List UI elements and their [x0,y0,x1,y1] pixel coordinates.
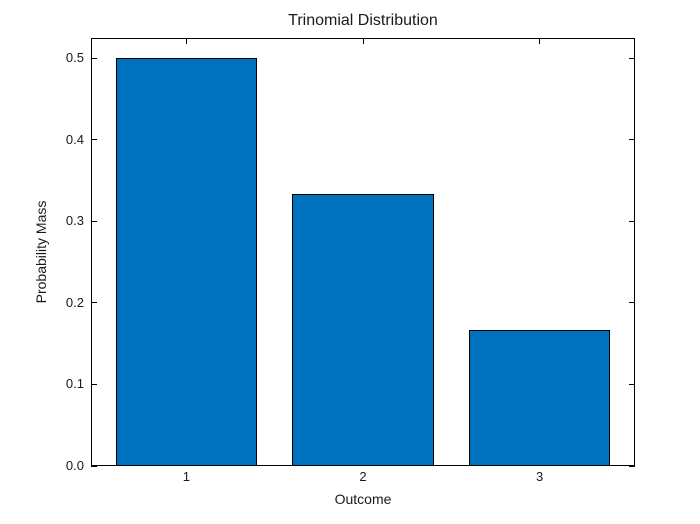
y-tick-left [91,139,97,141]
y-tick-left [91,383,97,385]
y-tick-label: 0.4 [65,131,84,147]
bar-3 [468,330,611,466]
y-tick-label: 0.5 [65,50,84,66]
y-tick-right [629,57,635,59]
y-tick-left [91,302,97,304]
y-tick-right [629,139,635,141]
y-tick-label: 0.1 [65,376,84,392]
y-tick-label: 0.2 [65,294,84,310]
y-tick-right [629,302,635,304]
x-tick-top [362,38,364,44]
y-tick-left [91,220,97,222]
chart-title: Trinomial Distribution [288,12,438,29]
bar-1 [115,58,258,466]
x-tick-top [185,38,187,44]
y-tick-label: 0.0 [65,458,84,473]
y-tick-label: 0.3 [65,213,84,229]
y-tick-right [629,383,635,385]
x-tick-label: 1 [182,469,190,484]
x-axis-label: Outcome [334,491,392,507]
x-tick-label: 3 [535,469,544,484]
x-tick-top [539,38,541,44]
y-tick-right [629,220,635,222]
plot-area: 0.0 0.1 0.2 0.3 0.4 0.5 1 2 3 [66,38,635,484]
y-tick-left [91,465,97,467]
y-tick-right [629,465,635,467]
bar-2 [292,194,434,466]
x-tick-label: 2 [359,469,367,484]
y-tick-left [91,57,97,59]
